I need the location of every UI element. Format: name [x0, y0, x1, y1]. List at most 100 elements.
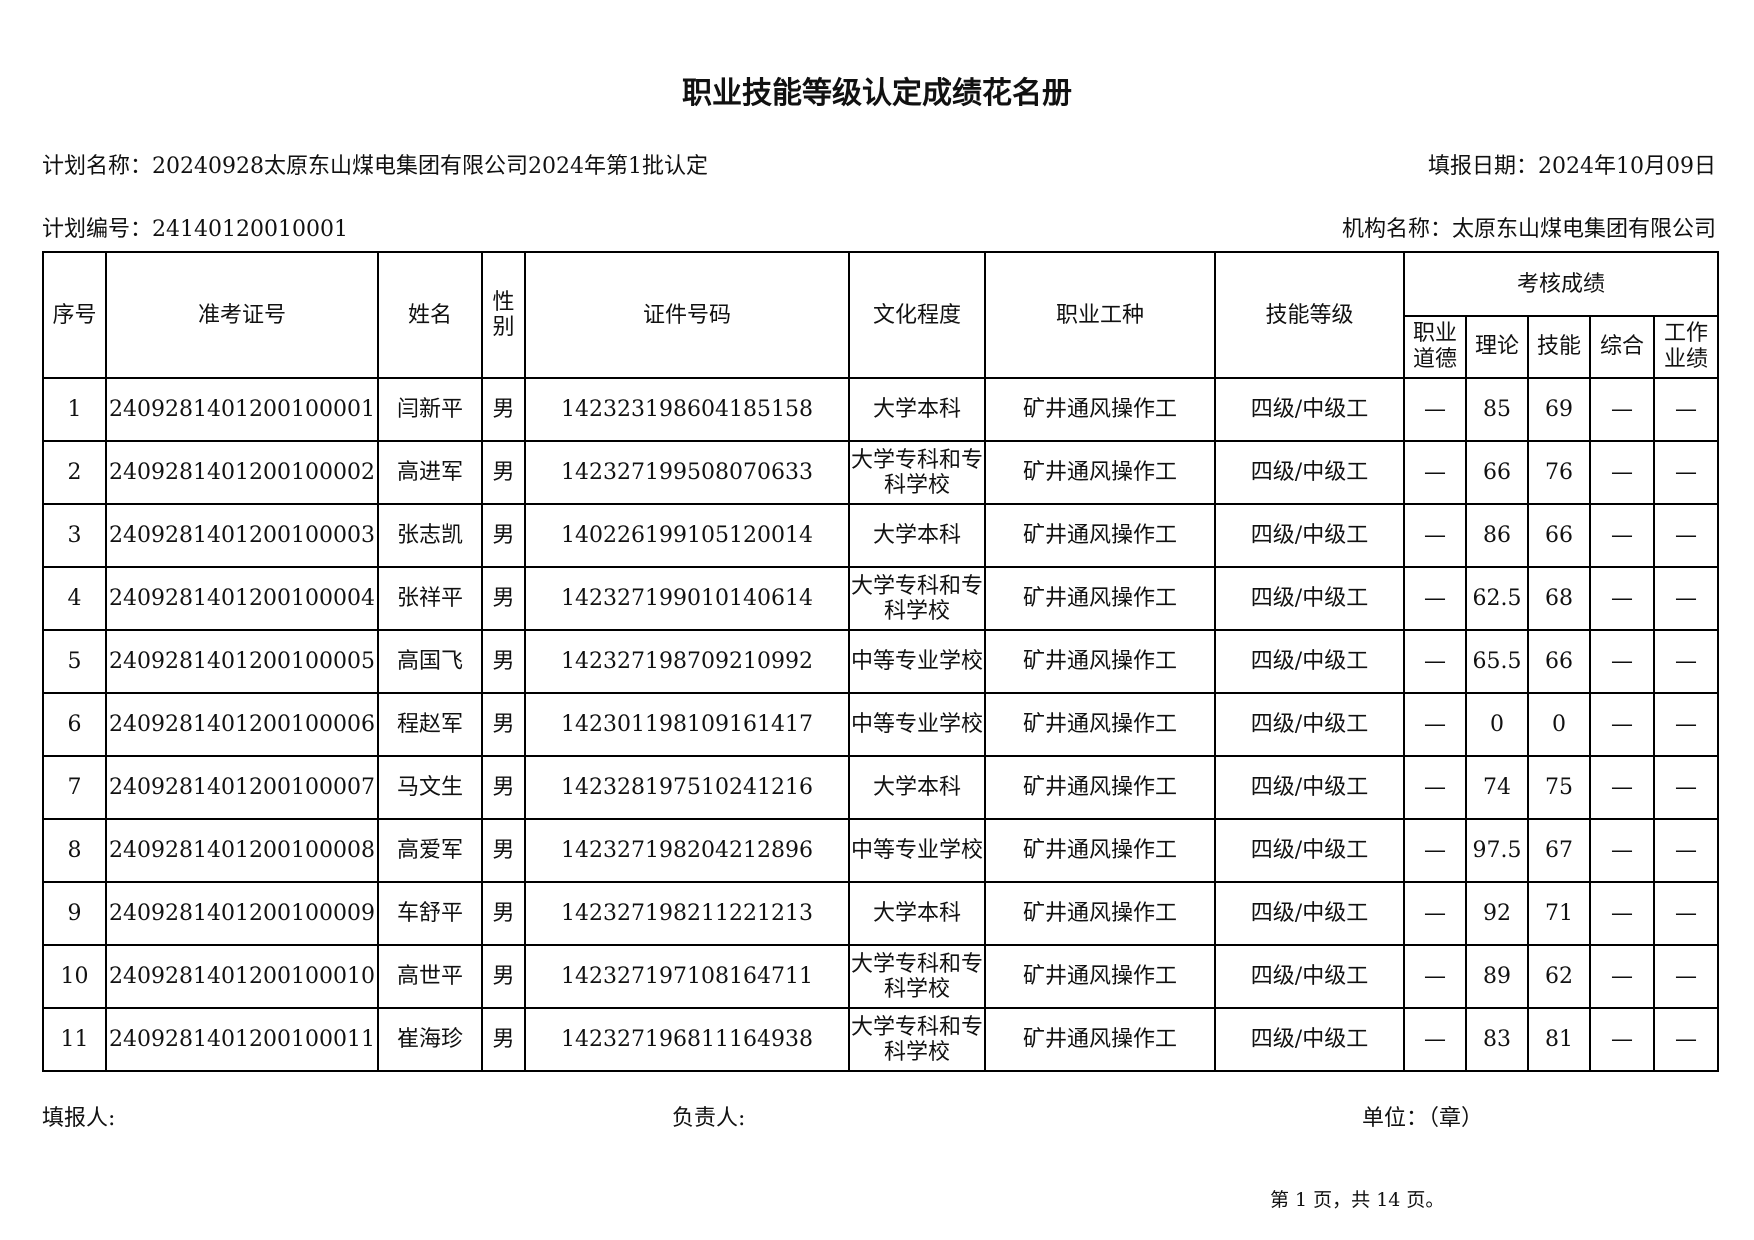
cell-id-number: 142327196811164938 [524, 1007, 850, 1072]
cell-exam-id: 2409281401200100002 [105, 440, 379, 505]
cell-education: 大学本科 [848, 503, 986, 568]
cell-job: 矿井通风操作工 [984, 1007, 1216, 1072]
header-id-number: 证件号码 [524, 251, 850, 379]
cell-skill: 76 [1527, 440, 1591, 505]
cell-gender: 男 [481, 692, 526, 757]
cell-overall: — [1589, 629, 1655, 694]
cell-id-number: 142301198109161417 [524, 692, 850, 757]
cell-ethics: — [1403, 377, 1467, 442]
cell-no: 2 [42, 440, 107, 505]
cell-gender: 男 [481, 629, 526, 694]
cell-no: 1 [42, 377, 107, 442]
report-date-label: 填报日期： [1428, 154, 1539, 179]
cell-id-number: 142323198604185158 [524, 377, 850, 442]
cell-skill: 81 [1527, 1007, 1591, 1072]
cell-job: 矿井通风操作工 [984, 755, 1216, 820]
cell-level: 四级/中级工 [1214, 755, 1405, 820]
header-no: 序号 [42, 251, 107, 379]
cell-ethics: — [1403, 1007, 1467, 1072]
header-theory: 理论 [1465, 315, 1529, 379]
cell-level: 四级/中级工 [1214, 377, 1405, 442]
cell-overall: — [1589, 944, 1655, 1009]
cell-education: 大学专科和专科学校 [848, 566, 986, 631]
table-row: 3 2409281401200100003 张志凯男 1402261991051200… [42, 503, 1720, 568]
cell-theory: 89 [1465, 944, 1529, 1009]
cell-ethics: — [1403, 566, 1467, 631]
cell-exam-id: 2409281401200100003 [105, 503, 379, 568]
cell-job: 矿井通风操作工 [984, 377, 1216, 442]
header-education: 文化程度 [848, 251, 986, 379]
cell-job: 矿井通风操作工 [984, 440, 1216, 505]
cell-theory: 66 [1465, 440, 1529, 505]
cell-theory: 74 [1465, 755, 1529, 820]
cell-name: 高进军 [377, 440, 483, 505]
cell-name: 高国飞 [377, 629, 483, 694]
cell-name: 崔海珍 [377, 1007, 483, 1072]
cell-skill: 75 [1527, 755, 1591, 820]
cell-gender: 男 [481, 503, 526, 568]
cell-level: 四级/中级工 [1214, 440, 1405, 505]
header-exam-id: 准考证号 [105, 251, 379, 379]
cell-ethics: — [1403, 503, 1467, 568]
cell-skill: 68 [1527, 566, 1591, 631]
cell-theory: 97.5 [1465, 818, 1529, 883]
cell-performance: — [1652, 818, 1720, 883]
cell-job: 矿井通风操作工 [984, 629, 1216, 694]
cell-job: 矿井通风操作工 [984, 944, 1216, 1009]
cell-skill: 62 [1527, 944, 1591, 1009]
organization-value: 太原东山煤电集团有限公司 [1451, 217, 1716, 242]
cell-job: 矿井通风操作工 [984, 566, 1216, 631]
cell-ethics: — [1403, 440, 1467, 505]
table-row: 11 2409281401200100011 崔海珍男 142327196811164… [42, 1007, 1720, 1072]
plan-name-label: 计划名称： [42, 154, 153, 179]
plan-number-value: 24140120010001 [152, 217, 348, 242]
table-row: 1 2409281401200100001 闫新平男 1423231986041851… [42, 377, 1720, 442]
page-info: 第 1 页，共 14 页。 [1270, 1189, 1445, 1211]
cell-name: 车舒平 [377, 881, 483, 946]
cell-theory: 86 [1465, 503, 1529, 568]
plan-number-label: 计划编号： [42, 217, 153, 242]
header-score-group: 考核成绩 [1402, 251, 1720, 317]
cell-skill: 71 [1527, 881, 1591, 946]
cell-level: 四级/中级工 [1214, 566, 1405, 631]
cell-name: 闫新平 [377, 377, 483, 442]
cell-skill: 69 [1527, 377, 1591, 442]
plan-name: 计划名称：20240928太原东山煤电集团有限公司2024年第1批认定 [42, 148, 708, 180]
cell-exam-id: 2409281401200100010 [105, 944, 379, 1009]
cell-id-number: 140226199105120014 [524, 503, 850, 568]
cell-education: 中等专业学校 [848, 629, 986, 694]
cell-performance: — [1652, 566, 1720, 631]
header-name: 姓名 [377, 251, 483, 379]
cell-exam-id: 2409281401200100011 [105, 1007, 379, 1072]
plan-name-value: 20240928太原东山煤电集团有限公司2024年第1批认定 [152, 154, 708, 179]
cell-id-number: 142327197108164711 [524, 944, 850, 1009]
table-row: 9 2409281401200100009 车舒平男 1423271982112212… [42, 881, 1720, 946]
cell-theory: 0 [1465, 692, 1529, 757]
cell-id-number: 142327198204212896 [524, 818, 850, 883]
table-row: 10 2409281401200100010 高世平男 142327197108164… [42, 944, 1720, 1009]
cell-ethics: — [1403, 692, 1467, 757]
header-job: 职业工种 [984, 251, 1216, 379]
header-overall: 综合 [1589, 315, 1655, 379]
cell-no: 11 [42, 1007, 107, 1072]
cell-no: 10 [42, 944, 107, 1009]
header-level: 技能等级 [1214, 251, 1405, 379]
cell-performance: — [1652, 377, 1720, 442]
cell-name: 马文生 [377, 755, 483, 820]
cell-skill: 66 [1527, 503, 1591, 568]
table-row: 8 2409281401200100008 高爱军男 1423271982042128… [42, 818, 1720, 883]
cell-education: 大学本科 [848, 881, 986, 946]
unit-seal-label: 单位：（章） [1362, 1106, 1484, 1131]
cell-education: 大学专科和专科学校 [848, 440, 986, 505]
cell-exam-id: 2409281401200100005 [105, 629, 379, 694]
cell-skill: 66 [1527, 629, 1591, 694]
cell-name: 程赵军 [377, 692, 483, 757]
cell-id-number: 142327199010140614 [524, 566, 850, 631]
cell-gender: 男 [481, 881, 526, 946]
cell-job: 矿井通风操作工 [984, 818, 1216, 883]
cell-gender: 男 [481, 440, 526, 505]
cell-gender: 男 [481, 818, 526, 883]
cell-job: 矿井通风操作工 [984, 881, 1216, 946]
cell-skill: 67 [1527, 818, 1591, 883]
cell-theory: 83 [1465, 1007, 1529, 1072]
